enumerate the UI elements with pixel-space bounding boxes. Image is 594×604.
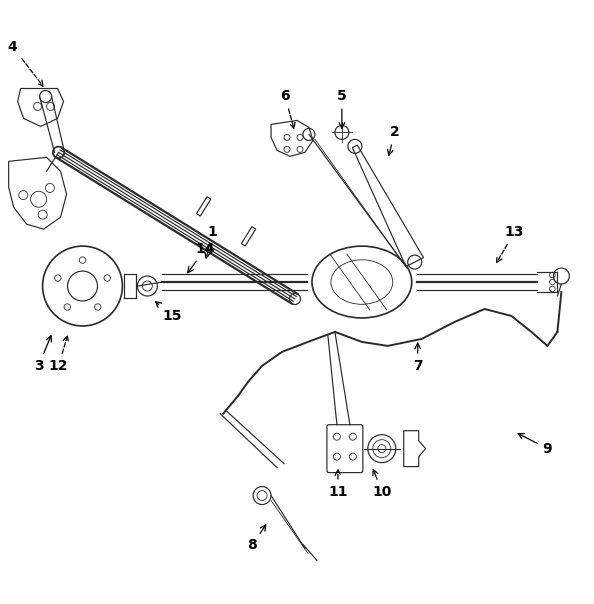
Text: 7: 7 <box>413 343 422 373</box>
Text: 3: 3 <box>34 336 52 373</box>
Text: 5: 5 <box>337 89 347 128</box>
Text: 13: 13 <box>497 225 524 263</box>
Text: 12: 12 <box>49 336 68 373</box>
Text: 2: 2 <box>387 126 400 155</box>
Text: 4: 4 <box>8 40 43 86</box>
Bar <box>197 197 211 216</box>
Text: 10: 10 <box>372 469 391 498</box>
Text: 9: 9 <box>518 434 552 455</box>
Text: 6: 6 <box>280 89 295 129</box>
Text: 15: 15 <box>156 302 182 323</box>
Text: 11: 11 <box>328 470 347 498</box>
Text: 8: 8 <box>247 525 266 553</box>
Text: 1: 1 <box>205 225 217 258</box>
Bar <box>241 226 255 246</box>
Text: 14: 14 <box>188 242 215 272</box>
